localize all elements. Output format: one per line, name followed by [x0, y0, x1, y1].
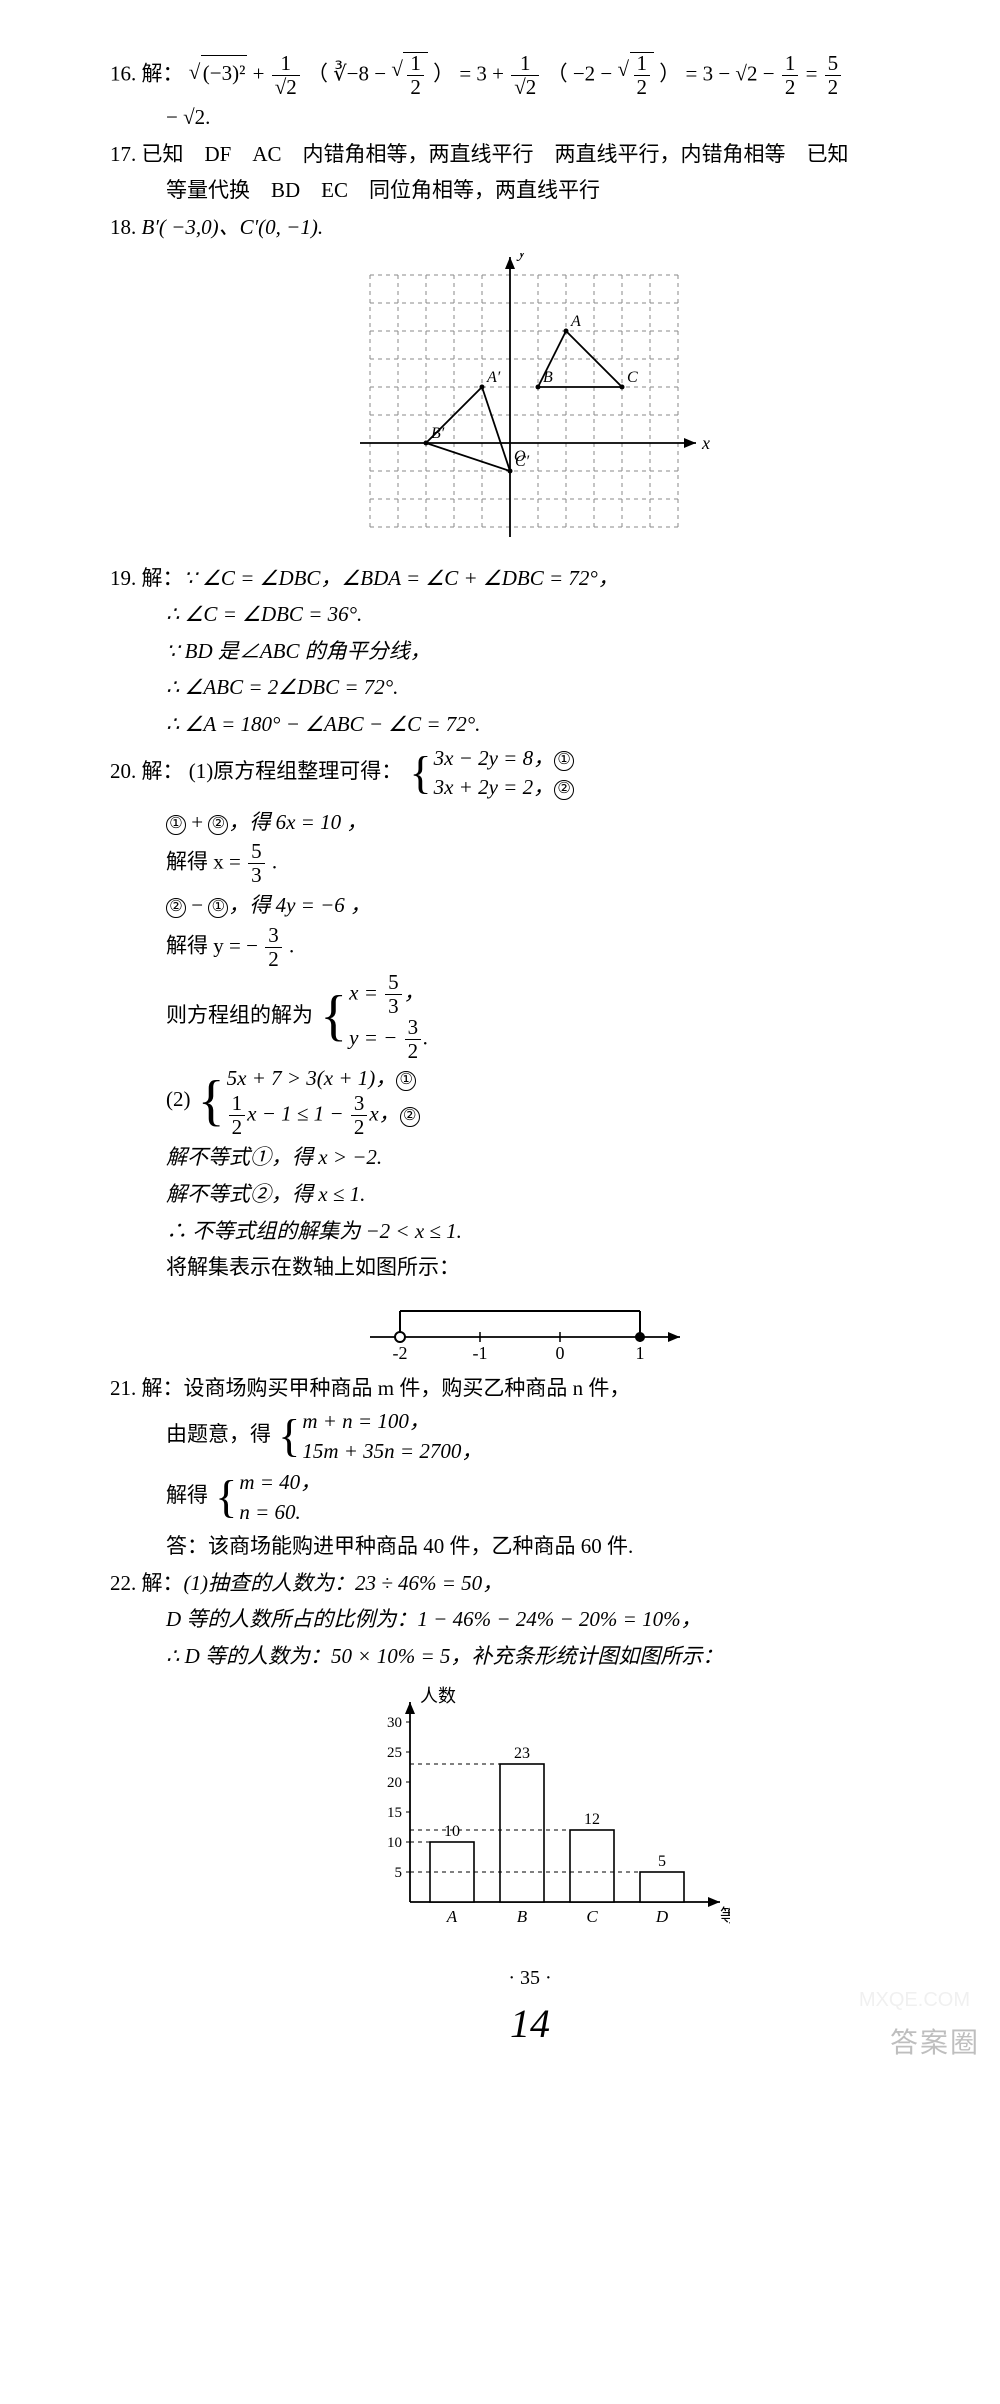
bar-chart-figure: 人数等级 5 10 15 20 25 30 10 A 23 B 12 C 5 D [330, 1682, 730, 1942]
q17-label: 17. [110, 142, 142, 166]
q20-line6: 则方程组的解为 { x = 53， y = − 32. [110, 972, 950, 1062]
q16-line2: − √2. [110, 100, 950, 135]
q16-frac3: 12 [782, 53, 799, 98]
q22-label: 22. 解： [110, 1571, 184, 1595]
svg-text:人数: 人数 [420, 1686, 456, 1706]
svg-text:10: 10 [444, 1823, 460, 1840]
q18-label: 18. [110, 215, 142, 239]
svg-text:y: y [516, 253, 526, 261]
q19-label: 19. 解： [110, 566, 184, 590]
q19-line1: 19. 解：∵ ∠C = ∠DBC，∠BDA = ∠C + ∠DBC = 72°… [110, 561, 950, 596]
q16-sqrt-half: 12 [391, 61, 433, 85]
q16-frac2: 1√2 [511, 53, 539, 98]
q17-line1: 17. 已知 DF AC 内错角相等，两直线平行 两直线平行，内错角相等 已知 [110, 137, 950, 172]
coordinate-grid-figure: xyOABCA′B′C′ [350, 253, 710, 553]
q21-line3: 解得 { m = 40， n = 60. [110, 1468, 950, 1527]
q21-line1: 21. 解：设商场购买甲种商品 m 件，购买乙种商品 n 件， [110, 1371, 950, 1406]
q19-line5: ∴ ∠A = 180° − ∠ABC − ∠C = 72°. [110, 707, 950, 742]
q20-line11: 将解集表示在数轴上如图所示： [110, 1250, 950, 1285]
svg-text:25: 25 [387, 1745, 402, 1761]
q18-line: 18. B′( −3,0)、C′(0, −1). [110, 210, 950, 245]
svg-text:x: x [701, 433, 710, 453]
q16-sqrt-half2: 12 [618, 61, 660, 85]
q21-label: 21. 解： [110, 1376, 184, 1400]
q20-line8: 解不等式①，得 x > −2. [110, 1140, 950, 1175]
svg-text:A: A [446, 1907, 458, 1926]
svg-text:B: B [543, 369, 553, 386]
svg-text:B: B [517, 1907, 528, 1926]
q19-line2: ∴ ∠C = ∠DBC = 36°. [110, 597, 950, 632]
svg-text:5: 5 [395, 1865, 403, 1881]
q22-line3: ∴ D 等的人数为：50 × 10% = 5，补充条形统计图如图所示： [110, 1639, 950, 1674]
page: 16. 解： (−3)² + 1√2 （ ∛−8 − 12 ） = 3 + 1√… [0, 0, 1000, 2087]
q16-label: 16. 解： [110, 61, 184, 85]
q20-line7: (2) { 5x + 7 > 3(x + 1)，① 12x − 1 ≤ 1 − … [110, 1064, 950, 1138]
svg-text:A′: A′ [486, 369, 501, 386]
q16-line1: 16. 解： (−3)² + 1√2 （ ∛−8 − 12 ） = 3 + 1√… [110, 52, 950, 98]
svg-text:C′: C′ [515, 453, 530, 470]
svg-text:12: 12 [584, 1811, 600, 1828]
watermark-logo: 答案圈 [890, 2020, 980, 2066]
q20-line3: 解得 x = 53 . [110, 841, 950, 886]
q22-line2: D 等的人数所占的比例为：1 − 46% − 24% − 20% = 10%， [110, 1602, 950, 1637]
svg-text:1: 1 [636, 1343, 645, 1363]
q20-line5: 解得 y = − 32 . [110, 925, 950, 970]
q19-line4: ∴ ∠ABC = 2∠DBC = 72°. [110, 670, 950, 705]
svg-text:C: C [627, 369, 638, 386]
q20-line9: 解不等式②，得 x ≤ 1. [110, 1177, 950, 1212]
q20-label: 20. 解： [110, 759, 184, 783]
svg-text:15: 15 [387, 1805, 402, 1821]
svg-text:30: 30 [387, 1715, 402, 1731]
watermark-url: MXQE.COM [859, 1984, 970, 2017]
q17-line2: 等量代换 BD EC 同位角相等，两直线平行 [110, 173, 950, 208]
q20-line2: ① + ②，得 6x = 10 ， [110, 805, 950, 840]
q20-line1: 20. 解： (1)原方程组整理可得： { 3x − 2y = 8，① 3x +… [110, 744, 950, 803]
q16-frac4: 52 [825, 53, 842, 98]
svg-text:20: 20 [387, 1775, 402, 1791]
q21-line4: 答：该商场能购进甲种商品 40 件，乙种商品 60 件. [110, 1529, 950, 1564]
svg-text:-2: -2 [393, 1343, 408, 1363]
svg-text:D: D [655, 1907, 669, 1926]
q16-sqrt1: (−3)² [189, 61, 253, 85]
q22-line1: 22. 解：(1)抽查的人数为：23 ÷ 46% = 50， [110, 1566, 950, 1601]
svg-text:23: 23 [514, 1745, 530, 1762]
svg-text:10: 10 [387, 1835, 402, 1851]
q21-line2: 由题意，得 { m + n = 100， 15m + 35n = 2700， [110, 1407, 950, 1466]
q20-line4: ② − ①，得 4y = −6 ， [110, 888, 950, 923]
svg-text:5: 5 [658, 1853, 666, 1870]
number-line-figure: -2 -1 0 1 [350, 1293, 710, 1363]
svg-text:-1: -1 [473, 1343, 488, 1363]
svg-text:0: 0 [556, 1343, 565, 1363]
handwritten-number: 14 [110, 1991, 950, 2057]
q20-line10: ∴ 不等式组的解集为 −2 < x ≤ 1. [110, 1214, 950, 1249]
svg-text:A: A [570, 313, 581, 330]
svg-text:C: C [586, 1907, 598, 1926]
q16-frac1: 1√2 [272, 53, 300, 98]
q19-line3: ∵ BD 是∠ABC 的角平分线， [110, 634, 950, 669]
svg-text:B′: B′ [431, 425, 445, 442]
svg-text:等级: 等级 [720, 1906, 730, 1926]
q20-sys1: { 3x − 2y = 8，① 3x + 2y = 2，② [408, 744, 575, 803]
